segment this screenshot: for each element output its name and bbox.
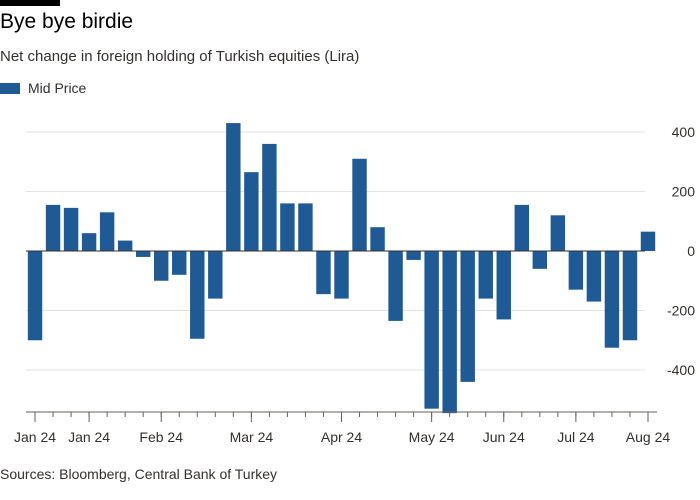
bar — [442, 251, 457, 414]
bar — [604, 251, 620, 348]
legend: Mid Price — [0, 80, 86, 96]
bar — [550, 215, 566, 251]
bar — [622, 251, 638, 341]
bar — [478, 251, 493, 299]
bar — [63, 207, 79, 251]
bar — [135, 251, 151, 257]
y-tick-label: -200 — [667, 303, 695, 319]
bar — [532, 251, 548, 269]
x-tick-label: Jun 24 — [483, 429, 525, 445]
bar — [172, 251, 187, 275]
bar — [190, 251, 205, 339]
x-tick-label: Feb 24 — [139, 429, 183, 445]
x-tick-label: Jul 24 — [557, 429, 595, 445]
bar — [298, 203, 313, 251]
bar — [226, 123, 241, 251]
source-note: Sources: Bloomberg, Central Bank of Turk… — [0, 466, 278, 482]
bar — [262, 143, 277, 251]
bar — [244, 172, 259, 251]
bar — [568, 251, 584, 290]
bar — [640, 231, 656, 251]
x-tick-label: Jan 24 — [68, 429, 110, 445]
bar — [352, 158, 367, 251]
bar — [81, 233, 97, 251]
x-axis-labels: Jan 24 Jan 24 Feb 24 Mar 24 Apr 24 May 24 Jun … — [14, 429, 670, 445]
bar — [154, 251, 169, 281]
bar — [45, 204, 61, 251]
bar — [406, 251, 421, 260]
bar — [460, 251, 475, 382]
x-axis — [26, 411, 657, 422]
x-tick-label: May 24 — [409, 429, 455, 445]
bar — [208, 251, 223, 299]
top-rule — [0, 0, 60, 6]
y-axis-labels: 400 200 0 -200 -400 — [667, 124, 695, 378]
bar — [99, 212, 115, 251]
bar — [280, 203, 295, 251]
legend-swatch — [0, 82, 20, 94]
bar — [586, 251, 602, 302]
y-tick-label: 200 — [672, 184, 696, 200]
legend-label: Mid Price — [28, 80, 87, 96]
bar — [117, 240, 133, 251]
x-tick-label: Mar 24 — [230, 429, 274, 445]
y-tick-label: 400 — [672, 124, 696, 140]
bar — [334, 251, 349, 299]
x-tick-label: Jan 24 — [14, 429, 56, 445]
bars — [27, 123, 656, 414]
bar — [424, 251, 439, 409]
bar — [370, 227, 385, 251]
bar — [27, 251, 43, 341]
x-tick-label: Aug 24 — [626, 429, 671, 445]
bar — [388, 251, 403, 321]
bar — [316, 251, 331, 295]
y-tick-label: -400 — [667, 362, 695, 378]
bar — [496, 251, 511, 320]
bar — [514, 204, 529, 251]
gridlines — [26, 131, 645, 371]
chart-title: Bye bye birdie — [0, 10, 134, 33]
y-tick-label: 0 — [687, 243, 695, 259]
x-tick-label: Apr 24 — [321, 429, 362, 445]
chart-subtitle: Net change in foreign holding of Turkish… — [0, 48, 360, 65]
